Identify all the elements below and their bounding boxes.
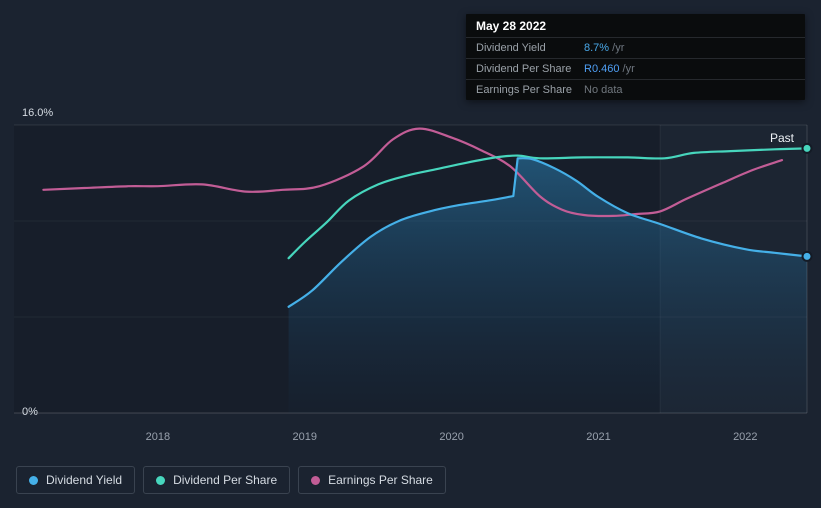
y-axis-label-max: 16.0% [22,107,54,119]
x-tick-label: 2018 [145,431,171,443]
y-axis-label-min: 0% [22,406,38,418]
tooltip-row-value: R0.460 [584,63,620,75]
tooltip-row-suffix: /yr [609,42,625,54]
past-label: Past [770,131,795,145]
tooltip-row-earnings-per-share: Earnings Per Share No data [466,79,805,100]
legend-dot-dividend-yield [29,475,38,485]
legend-item-label: Dividend Per Share [173,473,278,487]
x-tick-label: 2020 [439,431,464,443]
tooltip-row-value: 8.7% [584,42,610,54]
x-tick-label: 2021 [586,431,611,443]
x-tick-label: 2019 [292,431,317,443]
legend-dot-earnings-per-share [311,475,321,485]
tooltip-row-label: Earnings Per Share [476,84,572,96]
tooltip-date: May 28 2022 [476,19,547,33]
legend-item-label: Earnings Per Share [328,473,433,487]
legend-item-label: Dividend Yield [46,473,123,487]
legend-dot-dividend-per-share [156,475,166,485]
legend-item-dividend-per-share[interactable]: Dividend Per Share [143,466,291,494]
tooltip-row-dividend-per-share: Dividend Per Share R0.460 /yr [466,58,805,79]
chart-legend: Dividend Yield Dividend Per Share Earnin… [16,466,446,494]
tooltip-row-label: Dividend Per Share [476,63,572,75]
legend-item-dividend-yield[interactable]: Dividend Yield [16,466,136,494]
x-axis: 2018 2019 2020 2021 2022 [0,431,821,445]
tooltip-row-dividend-yield: Dividend Yield 8.7% /yr [466,37,805,58]
tooltip-row-suffix: /yr [619,63,635,75]
chart-tooltip: May 28 2022 Dividend Yield 8.7% /yr Divi… [466,14,805,100]
x-tick-label: 2022 [733,431,758,443]
tooltip-row-label: Dividend Yield [476,42,546,54]
tooltip-row-value: No data [584,84,623,96]
legend-item-earnings-per-share[interactable]: Earnings Per Share [298,466,446,494]
